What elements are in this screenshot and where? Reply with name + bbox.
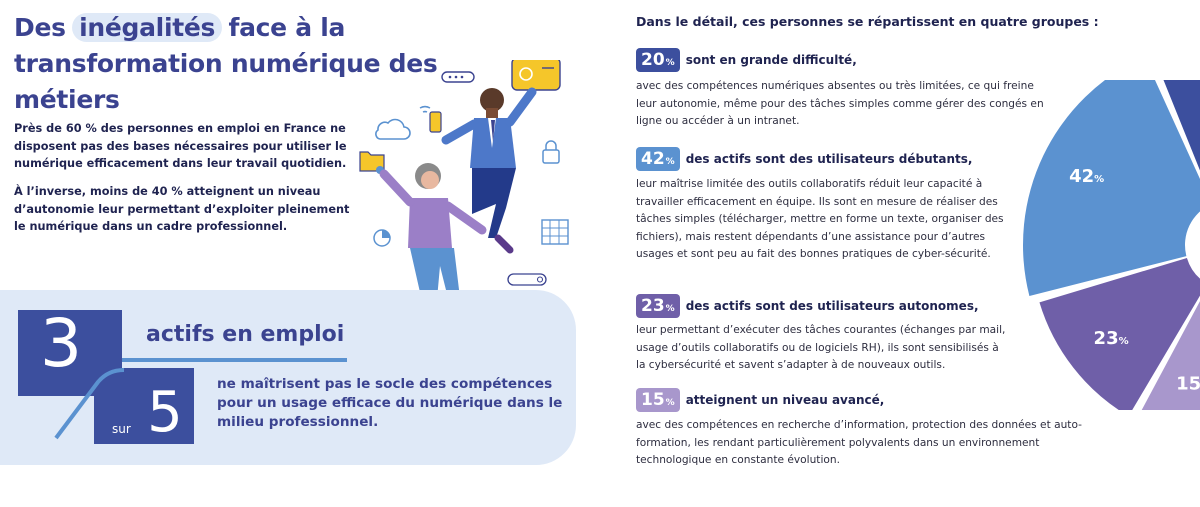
group-badge-3: 23% <box>636 294 680 318</box>
group-badge-4: 15% <box>636 388 680 412</box>
group-title-2: des actifs sont des utilisateurs débutan… <box>685 152 973 166</box>
group-title-1: sont en grande difficulté, <box>685 53 857 67</box>
fan-segment-label-3: 23% <box>1094 328 1129 349</box>
group-badge-1: 20% <box>636 48 680 72</box>
calendar-grid-icon <box>541 219 569 245</box>
group-text-1: avec des compétences numériques absentes… <box>636 80 1044 128</box>
cloud-icon <box>375 118 411 140</box>
title-part2: face à la transformation numérique des m… <box>14 13 438 114</box>
fan-segment-3 <box>1039 257 1200 410</box>
intro-paragraph-1: Près de 60 % des personnes en emploi en … <box>14 122 347 170</box>
page-title: Des inégalités face à la transformation … <box>14 10 514 118</box>
search-bar-icon <box>507 273 547 286</box>
fraction-sur-label: sur <box>112 422 131 436</box>
man-figure <box>441 87 537 254</box>
stat-headline: actifs en emploi <box>146 322 345 347</box>
detail-heading: Dans le détail, ces personnes se réparti… <box>636 14 1099 29</box>
card-icon <box>511 60 561 91</box>
pie-chart-icon <box>373 229 391 247</box>
group-text-3: leur permettant d’exécuter des tâches co… <box>636 324 1006 372</box>
group-header-3: 23% des actifs sont des utilisateurs aut… <box>636 294 979 318</box>
group-title-3: des actifs sont des utilisateurs autonom… <box>685 299 979 313</box>
lock-icon <box>542 140 560 164</box>
group-badge-2: 42% <box>636 147 680 171</box>
group-title-4: atteignent un niveau avancé, <box>685 393 885 407</box>
wifi-icon <box>419 105 431 113</box>
group-header-2: 42% des actifs sont des utilisateurs déb… <box>636 147 972 171</box>
phone-icon <box>429 111 442 133</box>
fraction-denominator: 5 <box>147 380 183 445</box>
fan-segment-1 <box>1163 80 1200 171</box>
stat-panel <box>0 290 576 465</box>
title-part1: Des <box>14 13 75 42</box>
fraction-graphic <box>18 310 347 444</box>
stat-description: ne maîtrisent pas le socle des compétenc… <box>217 376 563 430</box>
fan-segment-label-2: 42% <box>1069 166 1104 187</box>
group-text-2: leur maîtrise limitée des outils collabo… <box>636 178 1004 261</box>
distribution-fan-chart: 20%42%23%15% <box>1023 80 1200 410</box>
group-header-4: 15% atteignent un niveau avancé, <box>636 388 884 412</box>
group-text-4: avec des compétences en recherche d’info… <box>636 419 1082 467</box>
fan-segment-2 <box>1023 80 1200 297</box>
fan-segment-4 <box>1141 301 1200 410</box>
fan-segment-label-4: 15% <box>1176 373 1200 394</box>
folder-icon <box>359 151 385 174</box>
group-header-1: 20% sont en grande difficulté, <box>636 48 857 72</box>
intro-paragraph-2: À l’inverse, moins de 40 % atteignent un… <box>14 185 350 233</box>
title-highlight: inégalités <box>72 13 223 42</box>
browser-window-icon <box>441 71 475 83</box>
fraction-numerator: 3 <box>40 305 82 382</box>
